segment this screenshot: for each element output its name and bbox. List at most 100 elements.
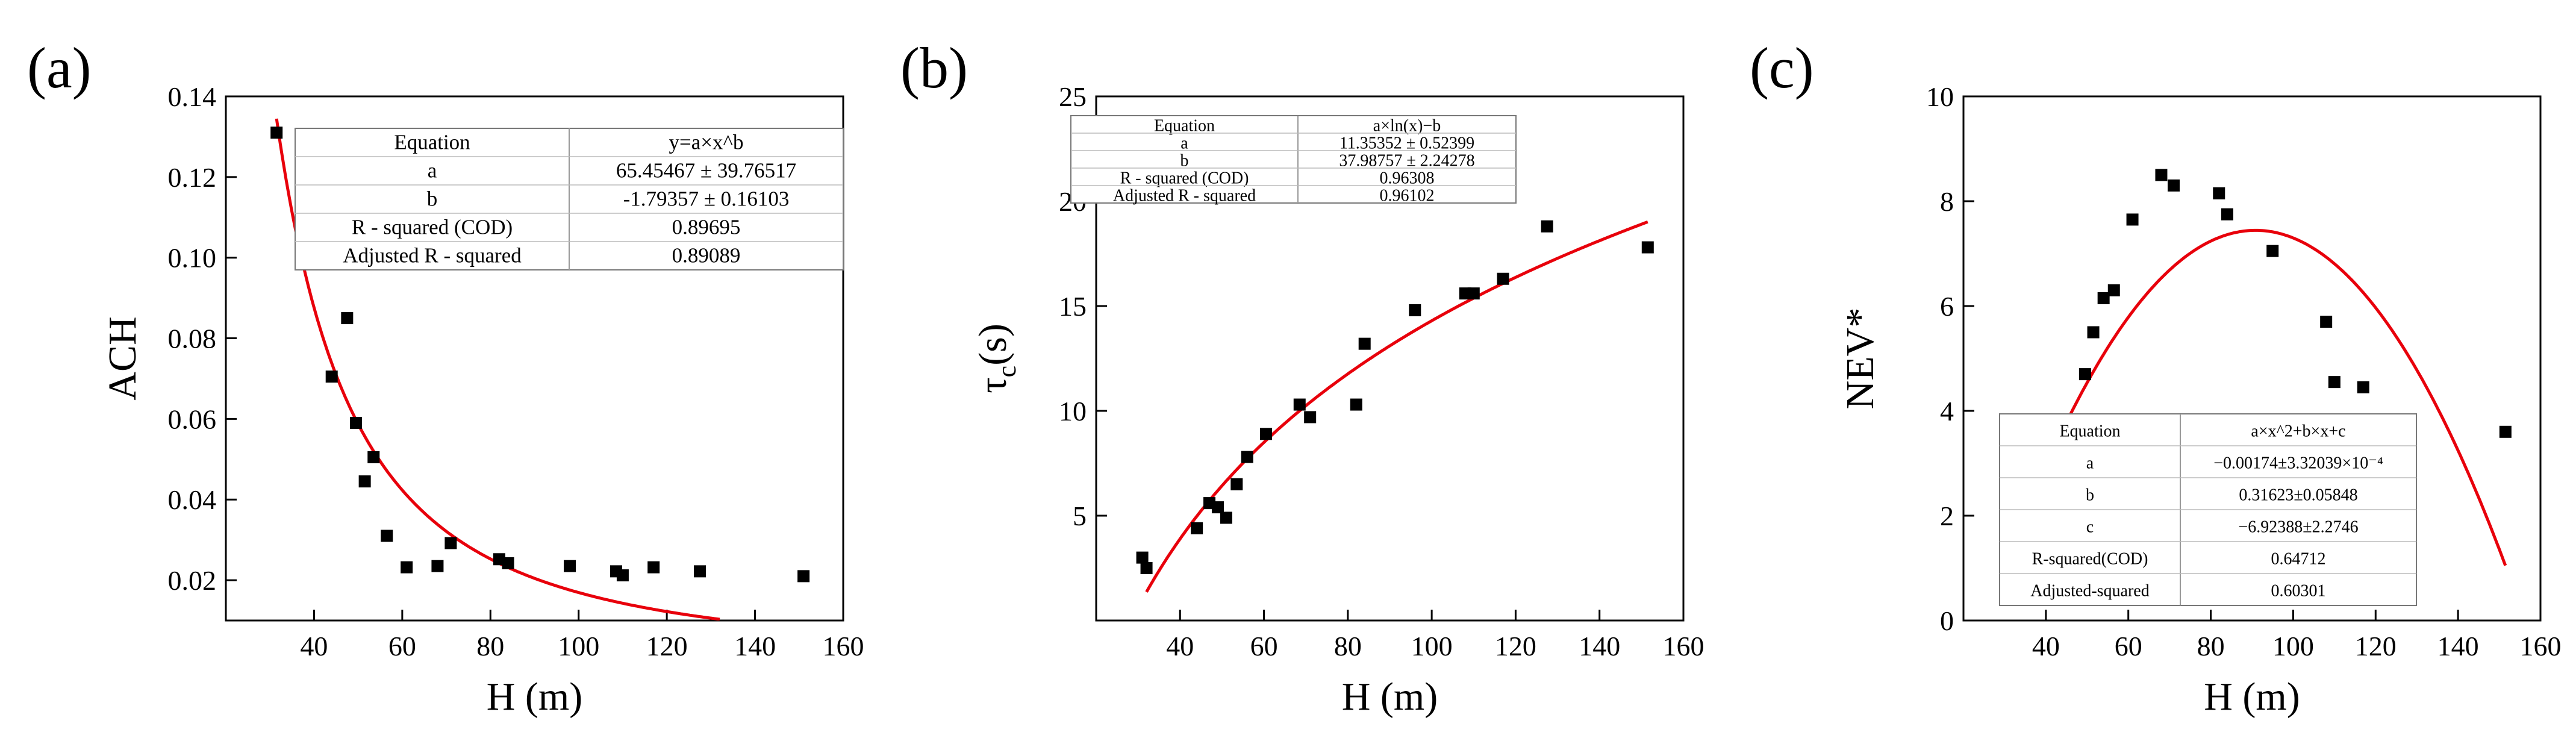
- data-point: [401, 561, 413, 574]
- x-tick-label: 80: [2197, 631, 2225, 661]
- y-tick-label: 0: [1940, 605, 1954, 636]
- y-tick-label: 10: [1059, 396, 1087, 427]
- x-tick-label: 80: [1334, 631, 1362, 661]
- data-point: [2213, 187, 2225, 199]
- data-point: [358, 475, 371, 488]
- fit-table: Equation a×x^2+b×x+c a −0.00174±3.32039×10⁻…: [1999, 413, 2417, 606]
- fit-table-param: a: [1180, 134, 1188, 153]
- fit-table-param: R - squared (COD): [1120, 169, 1249, 188]
- data-point: [349, 417, 362, 430]
- y-tick-label: 0.06: [168, 404, 217, 434]
- fit-table-param: Adjusted R - squared: [343, 244, 522, 267]
- y-tick-label: 10: [1926, 81, 1954, 112]
- fit-table-value: 0.89695: [672, 216, 741, 239]
- data-point: [270, 127, 283, 139]
- data-point: [444, 537, 457, 549]
- fit-table-header-label: Equation: [1154, 117, 1215, 136]
- fit-table-value: 11.35352 ± 0.52399: [1339, 134, 1474, 153]
- y-axis-label: τc(s): [971, 324, 1021, 393]
- y-tick-label: 0.14: [168, 81, 217, 112]
- data-point: [2079, 368, 2091, 381]
- fit-table-param: b: [2086, 486, 2094, 505]
- chart-panel-3: (c) 40 60 80 100 120 140 160 0 2 4 6 8 10 H (m) NEV* Equ…: [1750, 36, 2562, 719]
- fit-table-equation: a×ln(x)−b: [1373, 117, 1441, 136]
- x-tick-label: 160: [823, 631, 864, 661]
- data-point: [431, 560, 444, 572]
- data-point: [2266, 245, 2279, 257]
- panel-label: (a): [27, 36, 92, 100]
- x-tick-label: 40: [2032, 631, 2060, 661]
- data-point: [381, 530, 393, 542]
- fit-table-value: 0.96308: [1380, 169, 1435, 188]
- fit-table-value: 0.96102: [1380, 187, 1435, 205]
- x-tick-label: 120: [1495, 631, 1536, 661]
- x-tick-label: 120: [2355, 631, 2397, 661]
- plot-frame: [1095, 95, 1685, 622]
- x-tick-label: 140: [2437, 631, 2479, 661]
- y-tick-label: 0.02: [168, 565, 217, 596]
- data-point: [2320, 316, 2333, 328]
- x-axis-label: H (m): [487, 675, 582, 719]
- data-point: [1230, 478, 1243, 490]
- fit-table-param: a: [428, 159, 437, 183]
- y-axis-label-subscript: c: [992, 366, 1021, 378]
- data-point: [1541, 220, 1553, 233]
- data-point: [2087, 326, 2100, 339]
- fit-curve: [2009, 228, 2507, 566]
- data-point: [1358, 337, 1371, 350]
- x-tick-label: 60: [1250, 631, 1278, 661]
- data-point: [2167, 179, 2180, 192]
- data-point: [1260, 428, 1273, 440]
- data-point: [1136, 551, 1149, 564]
- y-tick-label: 2: [1940, 501, 1954, 531]
- fit-table-equation: y=a×x^b: [669, 131, 744, 154]
- x-axis-label: H (m): [2204, 675, 2300, 719]
- data-point: [2097, 292, 2110, 304]
- y-tick-label: 0.12: [168, 162, 217, 193]
- x-axis-label: H (m): [1342, 675, 1438, 719]
- fit-table-value: 0.31623±0.05848: [2239, 486, 2357, 505]
- y-tick-label: 4: [1940, 396, 1954, 427]
- fit-table-header-label: Equation: [394, 131, 470, 154]
- y-axis-label-symbol: τ: [971, 377, 1015, 393]
- y-tick-label: 25: [1059, 81, 1087, 112]
- data-point: [1350, 398, 1362, 411]
- data-point: [2126, 213, 2139, 226]
- x-tick-label: 40: [300, 631, 328, 661]
- fit-table-header-label: Equation: [2059, 422, 2120, 441]
- fit-table-param: R-squared(COD): [2032, 550, 2148, 569]
- fit-table-value: −6.92388±2.2746: [2238, 518, 2358, 537]
- y-tick-label: 0.04: [168, 484, 217, 515]
- data-point: [1241, 451, 1253, 463]
- y-axis-label: ACH: [101, 316, 145, 400]
- x-tick-label: 40: [1166, 631, 1194, 661]
- fit-table: Equation y=a×x^b a 65.45467 ± 39.76517 b -1.7…: [295, 128, 844, 270]
- x-tick-label: 140: [734, 631, 776, 661]
- y-tick-label: 0.10: [168, 243, 217, 274]
- fit-table-param: R - squared (COD): [352, 216, 513, 239]
- data-point: [1293, 398, 1306, 411]
- fit-table-value: 0.89089: [672, 244, 741, 267]
- data-point: [341, 312, 354, 325]
- data-point: [2499, 425, 2512, 438]
- x-tick-label: 100: [2272, 631, 2314, 661]
- x-tick-label: 160: [1663, 631, 1704, 661]
- x-tick-label: 60: [2115, 631, 2142, 661]
- fit-table-value: 0.64712: [2271, 550, 2326, 569]
- panel-label: (c): [1750, 36, 1814, 100]
- data-point: [1304, 411, 1317, 424]
- fit-table-param: Adjusted R - squared: [1113, 187, 1256, 205]
- fit-table-value: -1.79357 ± 0.16103: [623, 187, 790, 211]
- data-point: [325, 370, 338, 383]
- data-point: [1140, 562, 1153, 574]
- fit-table-param: b: [1180, 152, 1189, 170]
- x-tick-label: 80: [476, 631, 504, 661]
- data-point: [2328, 376, 2341, 389]
- data-point: [2155, 169, 2168, 181]
- y-tick-label: 5: [1073, 501, 1087, 531]
- x-tick-label: 160: [2520, 631, 2562, 661]
- fit-table-equation: a×x^2+b×x+c: [2251, 422, 2345, 441]
- data-point: [367, 451, 380, 463]
- y-tick-label: 8: [1940, 186, 1954, 217]
- fit-table-param: c: [2086, 518, 2094, 537]
